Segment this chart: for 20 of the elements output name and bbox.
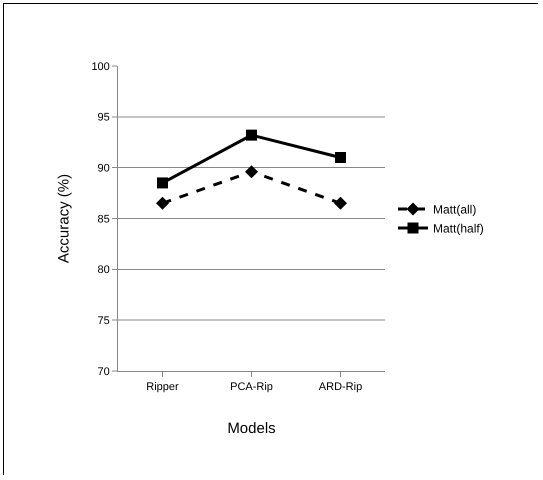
x-tick-label: ARD-Rip (318, 381, 362, 394)
point (335, 152, 346, 163)
point (246, 130, 257, 141)
point (156, 196, 169, 210)
y-tick-label: 85 (98, 213, 110, 226)
y-tick-label: 90 (98, 162, 110, 175)
legend-label: Matt(half) (433, 222, 484, 236)
point (157, 177, 168, 188)
x-tick-label: Ripper (146, 381, 180, 394)
y-tick-label: 70 (98, 366, 110, 378)
x-axis-title: Models (227, 420, 276, 438)
y-tick-label: 80 (98, 264, 110, 276)
y-tick-label: 95 (98, 112, 110, 124)
y-axis-title: Accuracy (%) (56, 174, 73, 264)
point (334, 196, 347, 210)
legend-label: Matt(all) (433, 202, 476, 217)
point (245, 165, 258, 178)
y-tick-label: 100 (91, 60, 110, 73)
x-tick-label: PCA-Rip (230, 381, 273, 394)
y-tick-label: 75 (98, 315, 110, 328)
